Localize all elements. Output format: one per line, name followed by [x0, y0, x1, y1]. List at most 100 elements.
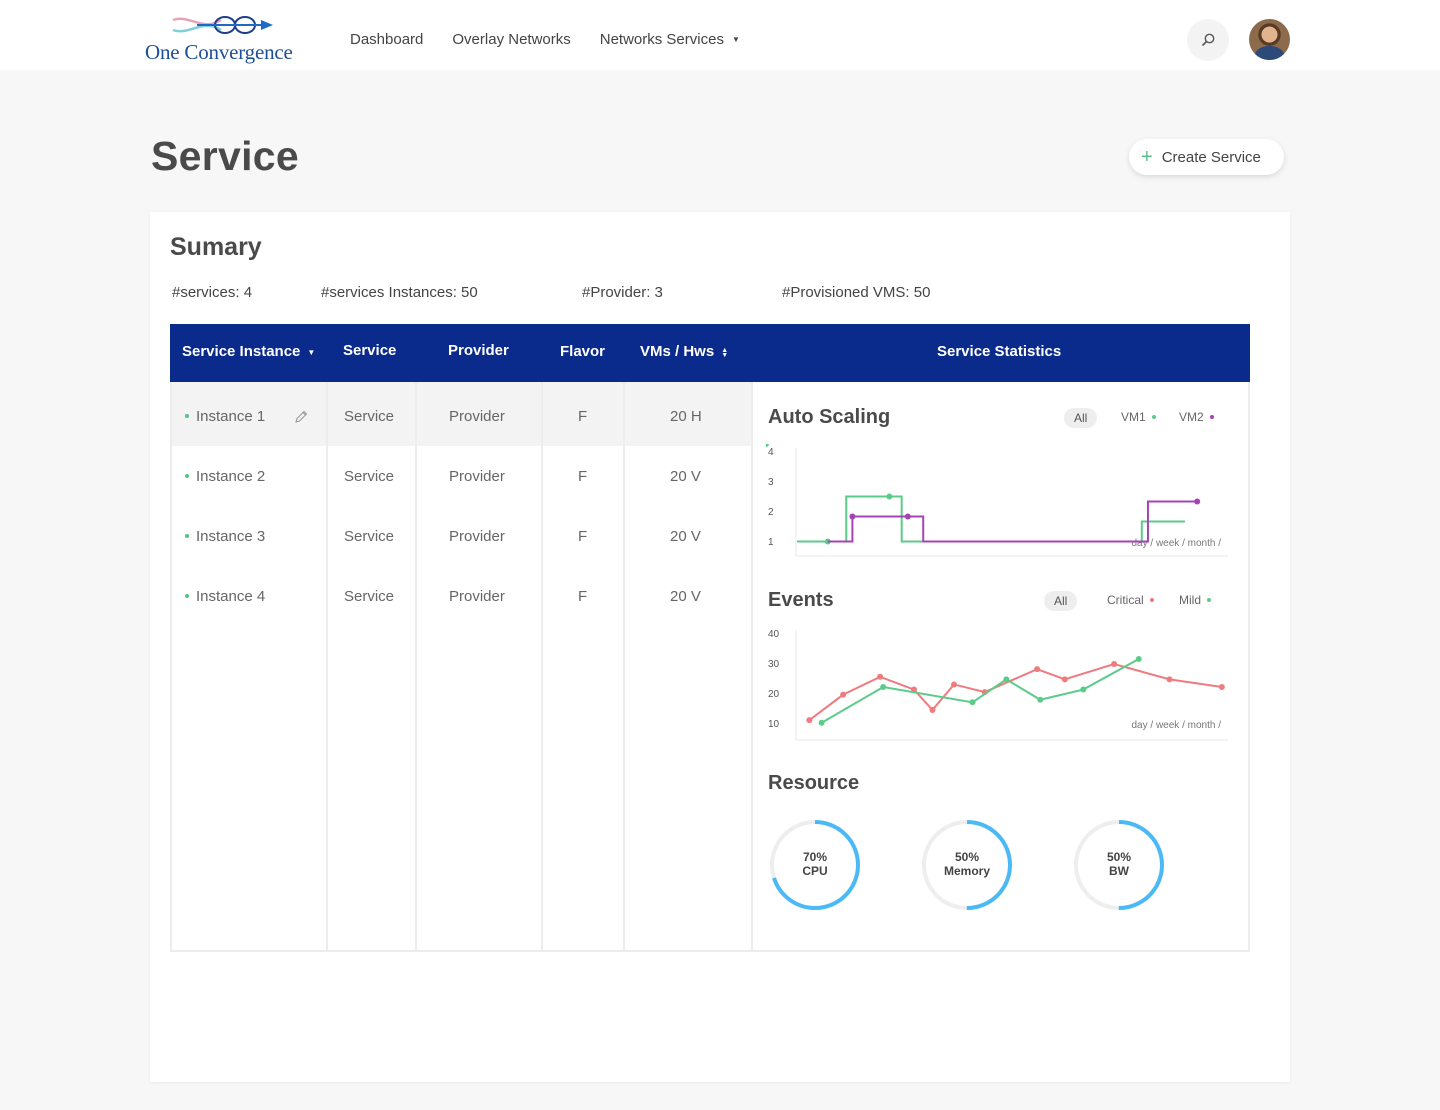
stat-services: #services: 4	[172, 284, 253, 301]
gauge-fill	[770, 820, 860, 910]
cell-flavor: F	[578, 588, 588, 605]
table-body: Instance 1 Service Provider F 20 H Insta…	[170, 382, 1250, 952]
cell-instance[interactable]: Instance 3	[185, 528, 265, 545]
memory-gauge-name: Memory	[943, 864, 990, 878]
data-point-mild	[1080, 686, 1087, 693]
cell-service: Service	[344, 408, 395, 425]
legend-mild-label: Mild	[1179, 593, 1202, 607]
th-service-statistics: Service Statistics	[937, 343, 1062, 360]
cpu-gauge-value: 70%	[802, 850, 828, 864]
status-dot	[185, 414, 189, 418]
cell-vms-hws: 20 V	[670, 468, 701, 485]
legend-critical[interactable]: Critical	[1107, 593, 1154, 607]
auto-scaling-chart: 4 3 2 1 day / week / month /	[766, 444, 1228, 557]
column-divider	[415, 382, 417, 950]
brand-logo[interactable]: One Convergence	[145, 12, 305, 64]
data-point-vm2	[904, 513, 911, 520]
cell-flavor: F	[578, 468, 588, 485]
instance-name: Instance 2	[196, 468, 266, 485]
cell-service: Service	[344, 588, 395, 605]
data-point-critical	[840, 691, 847, 698]
create-service-label: Create Service	[1161, 148, 1261, 166]
stat-service-instances: #services Instances: 50	[321, 284, 478, 301]
edit-pencil-icon[interactable]	[293, 409, 309, 425]
data-point-critical	[1034, 666, 1041, 673]
nav-item-dashboard[interactable]: Dashboard	[350, 31, 424, 48]
th-service-instance-label: Service Instance	[182, 343, 301, 360]
plus-icon: +	[1141, 146, 1153, 168]
data-point-vm2	[1194, 498, 1201, 505]
series-line-vm2	[827, 500, 1198, 543]
auto-scaling-filter-all[interactable]: All	[1064, 408, 1098, 428]
data-point-critical	[877, 673, 884, 680]
th-provider[interactable]: Provider	[448, 342, 509, 359]
cell-provider: Provider	[449, 468, 505, 485]
brand-name: One Convergence	[145, 40, 293, 64]
data-point-critical	[951, 681, 958, 688]
data-point-vm1	[886, 493, 893, 500]
th-vms-hws[interactable]: VMs / Hws ▲ ▼	[640, 343, 728, 360]
data-point-mild	[880, 684, 887, 690]
th-service-instance[interactable]: Service Instance ▼	[182, 343, 315, 360]
cell-service: Service	[344, 468, 395, 485]
search-button[interactable]	[1187, 19, 1229, 61]
cell-instance[interactable]: Instance 4	[185, 588, 265, 605]
top-navbar: One Convergence Dashboard Overlay Networ…	[0, 0, 1440, 70]
column-divider	[751, 382, 753, 950]
legend-vm2-label: VM2	[1179, 410, 1204, 424]
y-tick-label: 30	[768, 659, 780, 670]
th-service[interactable]: Service	[343, 342, 397, 359]
selected-row-highlight	[172, 382, 752, 446]
th-flavor[interactable]: Flavor	[560, 343, 606, 360]
gauge-fill	[922, 820, 1012, 910]
period-selector[interactable]: day / week / month /	[1132, 538, 1222, 549]
column-divider	[326, 382, 328, 950]
cpu-gauge-name: CPU	[802, 864, 828, 878]
bw-gauge-label: 50% BW	[1072, 850, 1166, 878]
legend-vm2[interactable]: VM2	[1179, 410, 1214, 424]
cell-provider: Provider	[449, 588, 505, 605]
status-dot	[185, 474, 189, 478]
summary-title: Sumary	[170, 233, 262, 261]
y-tick-label: 20	[768, 689, 780, 700]
events-title: Events	[768, 589, 834, 611]
nav-item-networks-services-label: Networks Services	[599, 31, 724, 48]
legend-dot	[1149, 598, 1154, 602]
column-divider	[623, 382, 625, 950]
memory-gauge-ring	[922, 820, 1012, 910]
data-point-critical	[1111, 661, 1118, 668]
cell-vms-hws: 20 V	[670, 528, 701, 545]
legend-critical-label: Critical	[1107, 593, 1144, 607]
data-point-critical	[806, 717, 813, 724]
series-line-vm1	[797, 495, 1185, 543]
cell-instance[interactable]: Instance 1	[185, 408, 265, 425]
cell-provider: Provider	[449, 408, 505, 425]
series-line-critical	[808, 663, 1222, 721]
y-tick-label: 2	[768, 507, 774, 518]
period-selector[interactable]: day / week / month /	[1132, 720, 1222, 731]
cell-vms-hws: 20 V	[670, 588, 701, 605]
gauge-fill	[1074, 820, 1164, 910]
nav-item-overlay-networks[interactable]: Overlay Networks	[452, 31, 571, 48]
bw-gauge-name: BW	[1109, 864, 1129, 878]
cell-instance[interactable]: Instance 2	[185, 468, 265, 485]
cell-provider: Provider	[449, 528, 505, 545]
logo-mark-icon	[172, 16, 273, 34]
events-filter-all[interactable]: All	[1044, 591, 1078, 611]
legend-mild[interactable]: Mild	[1179, 593, 1212, 607]
instance-name: Instance 3	[196, 528, 266, 545]
legend-vm1[interactable]: VM1	[1121, 410, 1156, 424]
data-point-critical	[929, 706, 936, 713]
create-service-button[interactable]: + Create Service	[1129, 139, 1284, 175]
data-point-mild	[1135, 655, 1142, 662]
user-avatar[interactable]	[1249, 19, 1290, 60]
memory-gauge: 50% Memory	[920, 818, 1014, 912]
nav-item-networks-services[interactable]: Networks Services ▼	[600, 31, 740, 48]
data-point-mild	[969, 699, 976, 706]
auto-scaling-title: Auto Scaling	[768, 406, 891, 428]
column-divider	[541, 382, 543, 950]
cpu-gauge-label: 70% CPU	[768, 850, 862, 878]
cpu-gauge: 70% CPU	[768, 818, 862, 912]
data-point-vm2	[849, 513, 856, 520]
memory-gauge-value: 50%	[954, 850, 980, 864]
